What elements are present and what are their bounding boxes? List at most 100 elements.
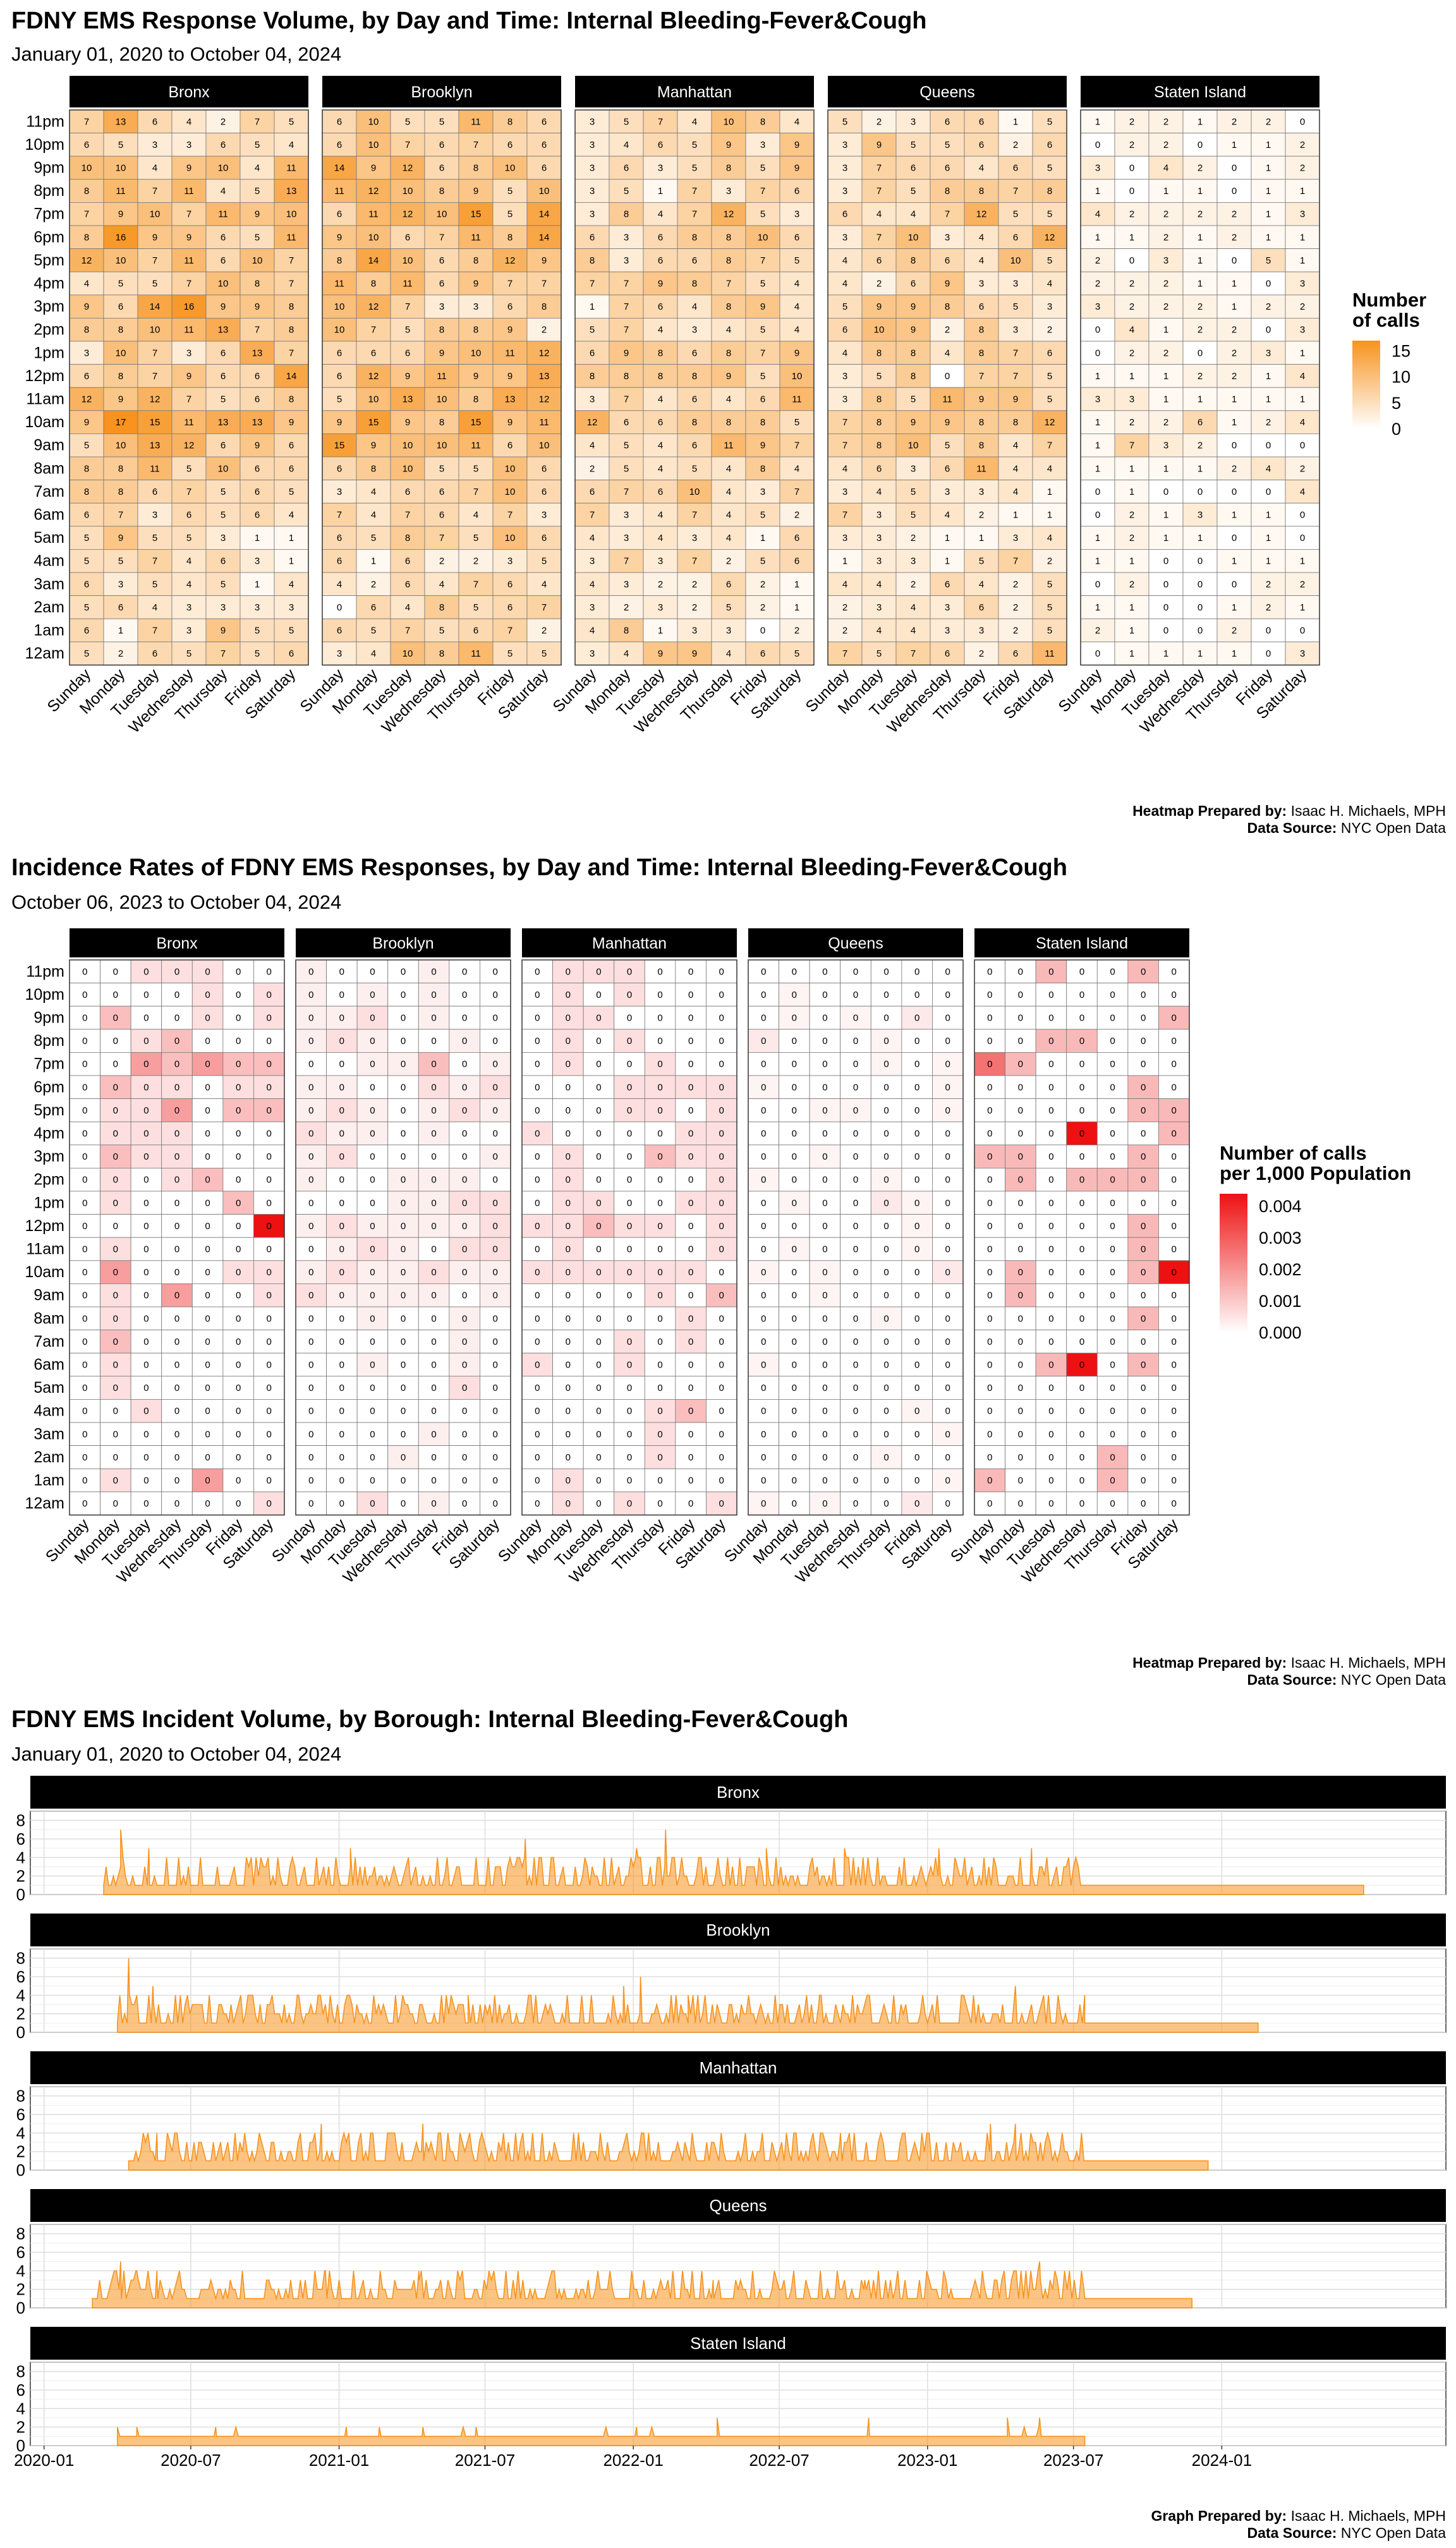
heatmap-cell bbox=[390, 434, 425, 458]
cell-label: 0 bbox=[987, 1198, 992, 1208]
hour-tick-label: 3am bbox=[33, 1425, 64, 1443]
heatmap-cell bbox=[161, 1422, 193, 1446]
heatmap-cell bbox=[480, 1260, 511, 1284]
legend-tick-label: 0.004 bbox=[1259, 1197, 1302, 1216]
cell-label: 0 bbox=[945, 1036, 950, 1046]
cell-label: 6 bbox=[439, 255, 444, 266]
cell-label: 0 bbox=[853, 1244, 858, 1255]
cell-label: 6 bbox=[658, 417, 663, 428]
cell-label: 0 bbox=[627, 1244, 632, 1255]
cell-label: 6 bbox=[371, 348, 376, 358]
cell-label: 0 bbox=[761, 1198, 766, 1208]
cell-label: 0 bbox=[1018, 1429, 1023, 1440]
cell-label: 7 bbox=[186, 487, 191, 497]
cell-label: 0 bbox=[657, 1290, 662, 1301]
cell-label: 0 bbox=[401, 1476, 406, 1486]
cell-label: 10 bbox=[539, 440, 550, 451]
cell-label: 0 bbox=[914, 1290, 919, 1301]
cell-label: 1 bbox=[1129, 232, 1134, 243]
cell-label: 11 bbox=[184, 255, 194, 266]
cell-label: 0 bbox=[945, 1151, 950, 1162]
heatmap1-credit: Heatmap Prepared by: Isaac H. Michaels, … bbox=[1132, 803, 1446, 837]
cell-label: 10 bbox=[403, 463, 413, 474]
cell-label: 10 bbox=[368, 116, 379, 127]
heatmap-cell bbox=[458, 109, 494, 133]
cell-label: 2 bbox=[1266, 602, 1271, 613]
heatmap-cell bbox=[274, 271, 309, 296]
cell-label: 0 bbox=[535, 1244, 540, 1255]
cell-label: 0 bbox=[945, 1129, 950, 1139]
cell-label: 0 bbox=[688, 1267, 693, 1278]
cell-label: 3 bbox=[439, 301, 444, 312]
cell-label: 0 bbox=[945, 1360, 950, 1371]
cell-label: 0 bbox=[761, 1313, 766, 1324]
heatmap-cell bbox=[418, 959, 450, 983]
heatmap-cell bbox=[1080, 133, 1115, 157]
heatmap-cell bbox=[964, 410, 999, 434]
cell-label: 3 bbox=[760, 140, 765, 150]
cell-label: 0 bbox=[535, 1498, 540, 1509]
cell-label: 4 bbox=[945, 348, 950, 358]
cell-label: 0 bbox=[914, 966, 919, 977]
heatmap-cell bbox=[137, 202, 173, 226]
cell-label: 0 bbox=[143, 1337, 149, 1347]
cell-label: 0 bbox=[883, 1198, 889, 1208]
cell-label: 0 bbox=[493, 1290, 498, 1301]
heatmap-cell bbox=[711, 248, 746, 272]
cell-label: 0 bbox=[792, 1452, 797, 1463]
heatmap-cell bbox=[745, 202, 780, 226]
cell-label: 0 bbox=[1079, 1036, 1084, 1046]
heatmap-cell bbox=[1285, 271, 1320, 296]
x-tick-label: 2024-01 bbox=[1192, 2451, 1252, 2470]
heatmap-cell bbox=[222, 983, 254, 1007]
heatmap-cell bbox=[1148, 549, 1184, 573]
cell-label: 0 bbox=[462, 1290, 467, 1301]
cell-label: 4 bbox=[289, 140, 294, 150]
cell-label: 6 bbox=[221, 556, 226, 567]
cell-label: 9 bbox=[186, 163, 191, 174]
cell-label: 0 bbox=[1172, 1267, 1177, 1278]
hour-tick-label: 5pm bbox=[33, 252, 64, 269]
cell-label: 5 bbox=[221, 487, 226, 497]
cell-label: 0 bbox=[535, 1221, 540, 1232]
heatmap-cell bbox=[424, 294, 459, 318]
cell-label: 1 bbox=[1163, 371, 1168, 382]
heatmap-cell bbox=[745, 248, 780, 272]
cell-label: 0 bbox=[822, 990, 827, 1000]
cell-label: 1 bbox=[1095, 463, 1100, 474]
cell-label: 10 bbox=[403, 186, 413, 197]
cell-label: 0 bbox=[914, 1406, 919, 1417]
heatmap-cell bbox=[779, 271, 815, 296]
cell-label: 0 bbox=[822, 1059, 827, 1070]
cell-label: 4 bbox=[337, 579, 342, 590]
cell-label: 3 bbox=[1095, 394, 1100, 405]
heatmap-cell bbox=[137, 480, 173, 504]
cell-label: 0 bbox=[596, 1198, 601, 1208]
heatmap-cell bbox=[1285, 387, 1320, 411]
cell-label: 5 bbox=[726, 602, 731, 613]
cell-label: 0 bbox=[236, 1290, 241, 1301]
cell-label: 8 bbox=[118, 325, 123, 336]
cell-label: 0 bbox=[174, 1267, 179, 1278]
cell-label: 2 bbox=[1300, 463, 1305, 474]
heatmap-cell bbox=[100, 1144, 131, 1168]
legend-tick-label: 0.001 bbox=[1259, 1292, 1302, 1311]
heatmap-cell bbox=[356, 341, 391, 365]
heatmap-cell bbox=[1080, 294, 1115, 318]
heatmap-cell bbox=[1285, 410, 1320, 434]
heatmap-cell bbox=[103, 572, 138, 596]
cell-label: 4 bbox=[842, 255, 847, 266]
heatmap-cell bbox=[69, 1399, 100, 1423]
cell-label: 1 bbox=[255, 579, 260, 590]
cell-label: 0 bbox=[1110, 1406, 1115, 1417]
heatmap-cell bbox=[609, 202, 644, 226]
heatmap-cell bbox=[137, 179, 173, 203]
cell-label: 6 bbox=[1198, 417, 1203, 428]
cell-label: 10 bbox=[1010, 255, 1021, 266]
cell-label: 2 bbox=[1129, 116, 1134, 127]
cell-label: 8 bbox=[624, 626, 629, 636]
cell-label: 11 bbox=[471, 232, 481, 243]
heatmap-cell bbox=[998, 109, 1033, 133]
panel-border bbox=[69, 959, 285, 1516]
cell-label: 0 bbox=[82, 1129, 87, 1139]
